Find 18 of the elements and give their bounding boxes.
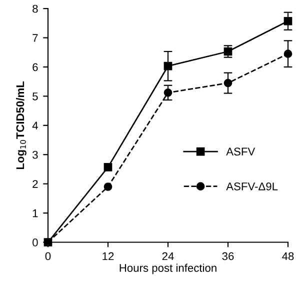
y-tick-label: 1: [32, 209, 38, 218]
y-tick-label: 0: [32, 238, 38, 246]
y-tick-label: 4: [32, 122, 38, 130]
y-tick-label: 2: [32, 180, 38, 188]
x-tick-label: 24: [162, 252, 174, 260]
y-tick-label: 5: [32, 92, 38, 100]
x-tick-label: 36: [222, 252, 234, 260]
x-tick-label: 12: [102, 252, 114, 260]
legend-label: ASFV-Δ9L: [226, 182, 278, 190]
x-tick-label: 48: [282, 252, 294, 260]
y-tick-label: 8: [32, 4, 38, 13]
legend-label: ASFV: [226, 148, 256, 156]
y-tick-label: 6: [32, 63, 38, 72]
y-tick-label: 3: [32, 150, 38, 159]
x-axis-title: Hours post infection: [120, 264, 216, 274]
x-tick-label: 0: [45, 252, 51, 260]
y-axis-title: Log$_{10}$TCID50/mL: [16, 81, 26, 170]
y-tick-label: 7: [32, 34, 38, 42]
